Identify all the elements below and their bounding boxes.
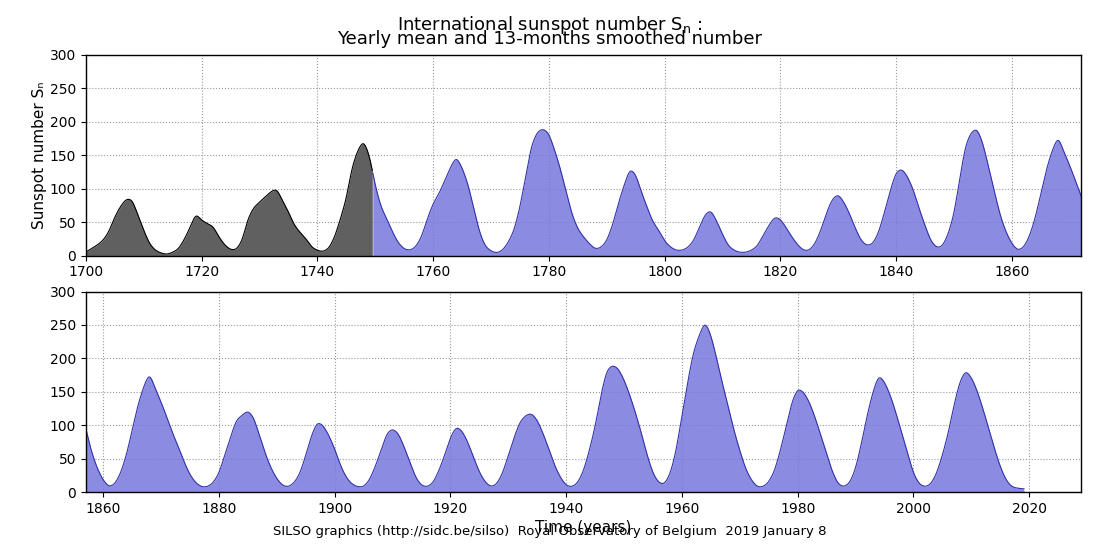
Y-axis label: Sunspot number Sₙ: Sunspot number Sₙ (32, 81, 47, 229)
Text: SILSO graphics (http://sidc.be/silso)  Royal Observatory of Belgium  2019 Januar: SILSO graphics (http://sidc.be/silso) Ro… (273, 525, 827, 538)
Text: Yearly mean and 13-months smoothed number: Yearly mean and 13-months smoothed numbe… (338, 30, 762, 48)
X-axis label: Time (years): Time (years) (536, 520, 631, 535)
Text: International sunspot number $\mathregular{S_n}$ :: International sunspot number $\mathregul… (397, 14, 703, 36)
